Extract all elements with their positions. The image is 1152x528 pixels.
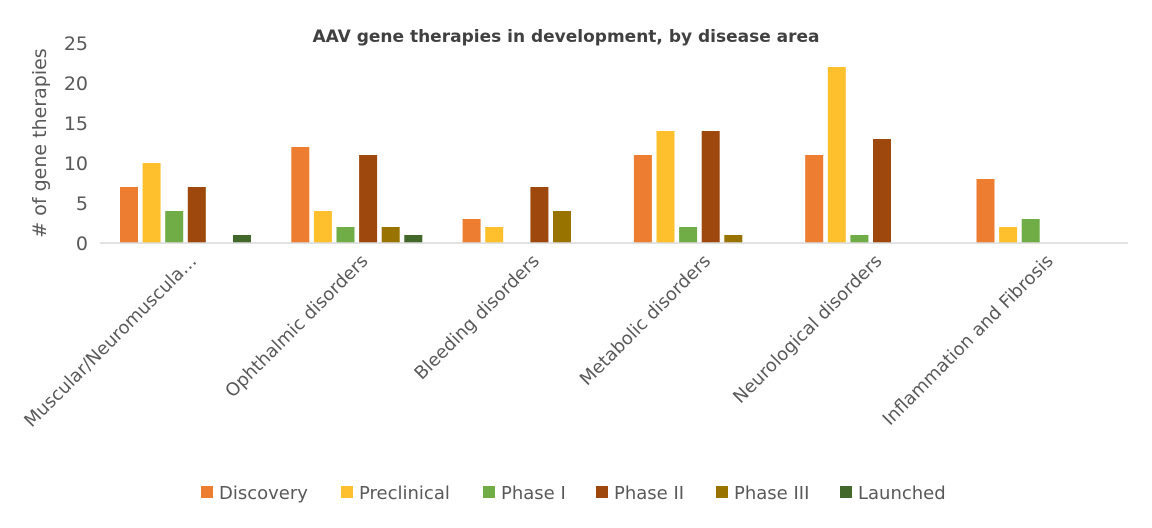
x-tick-label: Metabolic disorders: [576, 251, 715, 390]
y-axis-label: # of gene therapies: [29, 48, 51, 237]
y-tick-label: 20: [64, 73, 88, 95]
y-tick-label: 15: [64, 113, 88, 135]
bar-preclinical: [485, 227, 504, 243]
y-tick-label: 0: [76, 233, 88, 255]
legend-label: Phase II: [614, 483, 684, 504]
legend-item: Discovery: [201, 483, 308, 504]
bar-phase-ii: [359, 155, 378, 243]
x-tick-label: Neurological disorders: [729, 251, 886, 408]
x-tick-label: Ophthalmic disorders: [221, 251, 372, 402]
legend-item: Phase III: [716, 483, 809, 504]
legend-swatch: [840, 486, 852, 498]
bar-phase-i: [850, 235, 869, 243]
y-tick-label: 5: [76, 193, 88, 215]
bar-phase-ii: [187, 187, 206, 243]
bar-discovery: [633, 155, 652, 243]
bar-phase-iii: [553, 211, 571, 243]
bar-preclinical: [656, 131, 675, 243]
legend-swatch: [596, 486, 608, 498]
legend-swatch: [716, 486, 728, 498]
bar-phase-ii: [873, 139, 891, 243]
bar-preclinical: [999, 227, 1018, 243]
bar-phase-i: [1021, 219, 1040, 243]
bar-phase-ii: [530, 187, 549, 243]
legend-label: Preclinical: [359, 483, 450, 504]
legend-swatch: [201, 486, 213, 498]
bar-discovery: [976, 179, 995, 243]
bar-phase-ii: [701, 131, 720, 243]
y-tick-label: 10: [64, 153, 88, 175]
bar-preclinical: [827, 67, 846, 243]
bar-preclinical: [313, 211, 332, 243]
bar-discovery: [291, 147, 310, 243]
bar-phase-iii: [381, 227, 400, 243]
bar-phase-i: [679, 227, 698, 243]
y-tick-label: 25: [64, 33, 88, 55]
bar-phase-i: [336, 227, 355, 243]
bar-launched: [404, 235, 423, 243]
legend-label: Launched: [858, 483, 946, 504]
legend-label: Phase III: [734, 483, 809, 504]
legend-item: Phase I: [483, 483, 566, 504]
legend-swatch: [483, 486, 495, 498]
legend-label: Phase I: [501, 483, 566, 504]
legend-swatch: [341, 486, 353, 498]
chart-title: AAV gene therapies in development, by di…: [312, 27, 819, 47]
legend-item: Preclinical: [341, 483, 450, 504]
x-tick-label: Bleeding disorders: [410, 251, 543, 384]
legend-item: Phase II: [596, 483, 684, 504]
bar-discovery: [462, 219, 481, 243]
legend-item: Launched: [840, 483, 946, 504]
legend-label: Discovery: [219, 483, 308, 504]
x-tick-label: Inflammation and Fibrosis: [879, 251, 1058, 430]
x-tick-label: Muscular/Neuromuscula…: [20, 251, 201, 432]
bar-launched: [233, 235, 251, 243]
bar-preclinical: [142, 163, 161, 243]
bar-discovery: [805, 155, 824, 243]
bar-phase-i: [165, 211, 184, 243]
bar-phase-iii: [724, 235, 743, 243]
bar-discovery: [120, 187, 138, 243]
